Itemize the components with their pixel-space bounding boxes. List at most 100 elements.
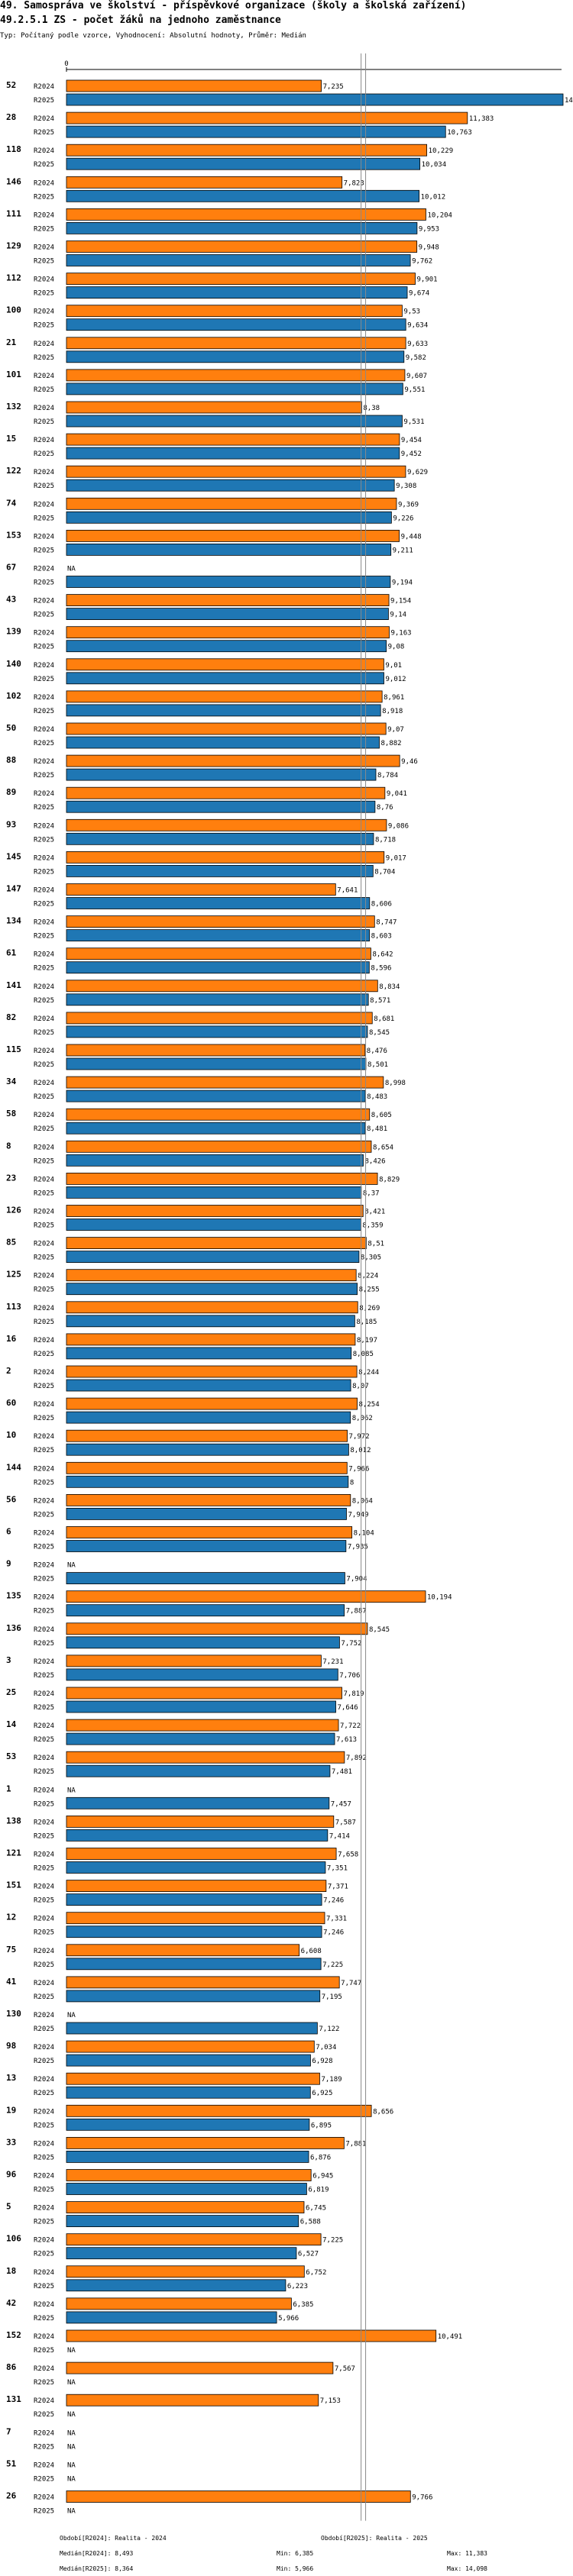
series-label: R2025	[34, 965, 54, 973]
group-label: 85	[6, 1238, 16, 1248]
series-label: R2025	[34, 2219, 54, 2226]
series-label: R2025	[34, 129, 54, 137]
bar-r2024	[66, 690, 383, 703]
bar-value-label: 10,034	[422, 161, 447, 169]
bar-value-label: 8,185	[356, 1319, 377, 1326]
series-label: R2024	[34, 1241, 54, 1248]
series-label: R2024	[34, 822, 54, 830]
series-label: R2025	[34, 2347, 54, 2355]
bar-value-label: 7,246	[323, 1897, 344, 1905]
bar-r2024	[66, 851, 385, 864]
series-label: R2024	[34, 1980, 54, 1987]
bar-r2024	[66, 2169, 312, 2181]
x-axis-tick-label: 0	[64, 60, 68, 68]
group-label: 60	[6, 1398, 16, 1408]
bar-value-label: 9,607	[406, 373, 427, 380]
bar-value-label: 8,571	[370, 997, 390, 1005]
chart-subtitle: 49.2.5.1 ZS - počet žáků na jednoho zamě…	[0, 15, 281, 26]
series-label: R2025	[34, 1897, 54, 1905]
bar-value-label: 8,305	[361, 1254, 381, 1262]
series-label: R2025	[34, 483, 54, 490]
bar-value-label: 9,154	[390, 598, 411, 605]
bar-value-label: 8,829	[379, 1176, 400, 1183]
series-label: R2025	[34, 612, 54, 619]
bar-r2024	[66, 2361, 334, 2374]
bar-value-label: 7,887	[346, 1608, 367, 1616]
group-label: 67	[6, 563, 16, 573]
bar-value-label: 7,481	[332, 1768, 352, 1776]
bar-value-label: 6,928	[312, 2058, 332, 2065]
bar-value-label: 10,763	[447, 129, 472, 137]
group-label: 43	[6, 595, 16, 605]
bar-r2025	[66, 479, 395, 492]
bar-r2025	[66, 286, 408, 299]
series-label: R2024	[34, 919, 54, 927]
series-label: R2024	[34, 244, 54, 252]
series-label: R2024	[34, 2494, 54, 2502]
bar-r2024	[66, 273, 416, 286]
group-label: 13	[6, 2073, 16, 2083]
bar-r2024	[66, 1237, 367, 1249]
series-label: R2024	[34, 1433, 54, 1441]
bar-na-label: NA	[67, 2475, 76, 2483]
series-label: R2024	[34, 1015, 54, 1023]
series-label: R2025	[34, 2122, 54, 2129]
bar-value-label: 6,385	[293, 2301, 313, 2309]
page-title: 49. Samospráva ve školství - příspěvkové…	[0, 0, 467, 11]
group-label: 14	[6, 1719, 17, 1729]
series-label: R2024	[34, 1369, 54, 1377]
bar-r2024	[66, 497, 397, 510]
series-label: R2024	[34, 2076, 54, 2084]
series-label: R2025	[34, 868, 54, 876]
group-label: 140	[6, 659, 21, 669]
bar-r2024	[66, 1815, 335, 1828]
bar-r2025	[66, 2150, 309, 2163]
series-label: R2024	[34, 887, 54, 895]
bar-r2025	[66, 1186, 362, 1199]
group-label: 5	[6, 2202, 11, 2212]
series-label: R2025	[34, 901, 54, 909]
bar-r2024	[66, 1333, 356, 1346]
bar-r2024	[66, 1654, 322, 1667]
bar-value-label: 10,229	[429, 147, 454, 155]
bar-r2025	[66, 383, 403, 395]
bar-value-label: 8,718	[375, 836, 396, 844]
bar-value-label: 8,606	[371, 901, 392, 909]
bar-r2024	[66, 980, 378, 993]
bar-na-label: NA	[67, 2379, 76, 2387]
bar-r2025	[66, 1347, 352, 1360]
group-label: 136	[6, 1623, 21, 1633]
bar-r2024	[66, 1880, 327, 1893]
bar-value-label: 9,762	[412, 258, 432, 266]
series-label: R2025	[34, 1768, 54, 1776]
series-label: R2025	[34, 1415, 54, 1422]
group-label: 147	[6, 884, 21, 894]
bar-na-label: NA	[67, 2012, 76, 2019]
group-label: 132	[6, 402, 21, 412]
bar-r2025	[66, 1572, 345, 1585]
bar-r2025	[66, 447, 400, 460]
bar-value-label: 7,706	[339, 1672, 360, 1680]
bar-na-label: NA	[67, 1562, 76, 1570]
bar-value-label: 7,935	[348, 1544, 368, 1551]
bar-value-label: 8,37	[363, 1190, 380, 1197]
series-label: R2025	[34, 2251, 54, 2258]
bar-value-label: 8	[350, 1479, 354, 1487]
group-label: 106	[6, 2234, 21, 2244]
bar-r2024	[66, 1301, 358, 1314]
series-label: R2025	[34, 933, 54, 941]
series-label: R2025	[34, 515, 54, 522]
bar-value-label: 11,383	[469, 115, 494, 123]
bar-na-label: NA	[67, 2347, 76, 2355]
bar-value-label: 8,656	[373, 2108, 393, 2116]
group-label: 112	[6, 273, 21, 283]
bar-r2025	[66, 1219, 361, 1231]
bar-r2024	[66, 79, 322, 92]
bar-r2025	[66, 640, 387, 653]
group-label: 8	[6, 1141, 11, 1151]
series-label: R2024	[34, 437, 54, 444]
bar-value-label: 9,369	[398, 501, 419, 508]
series-label: R2025	[34, 2475, 54, 2483]
bar-value-label: 7,722	[340, 1722, 361, 1730]
bar-r2025	[66, 736, 380, 749]
